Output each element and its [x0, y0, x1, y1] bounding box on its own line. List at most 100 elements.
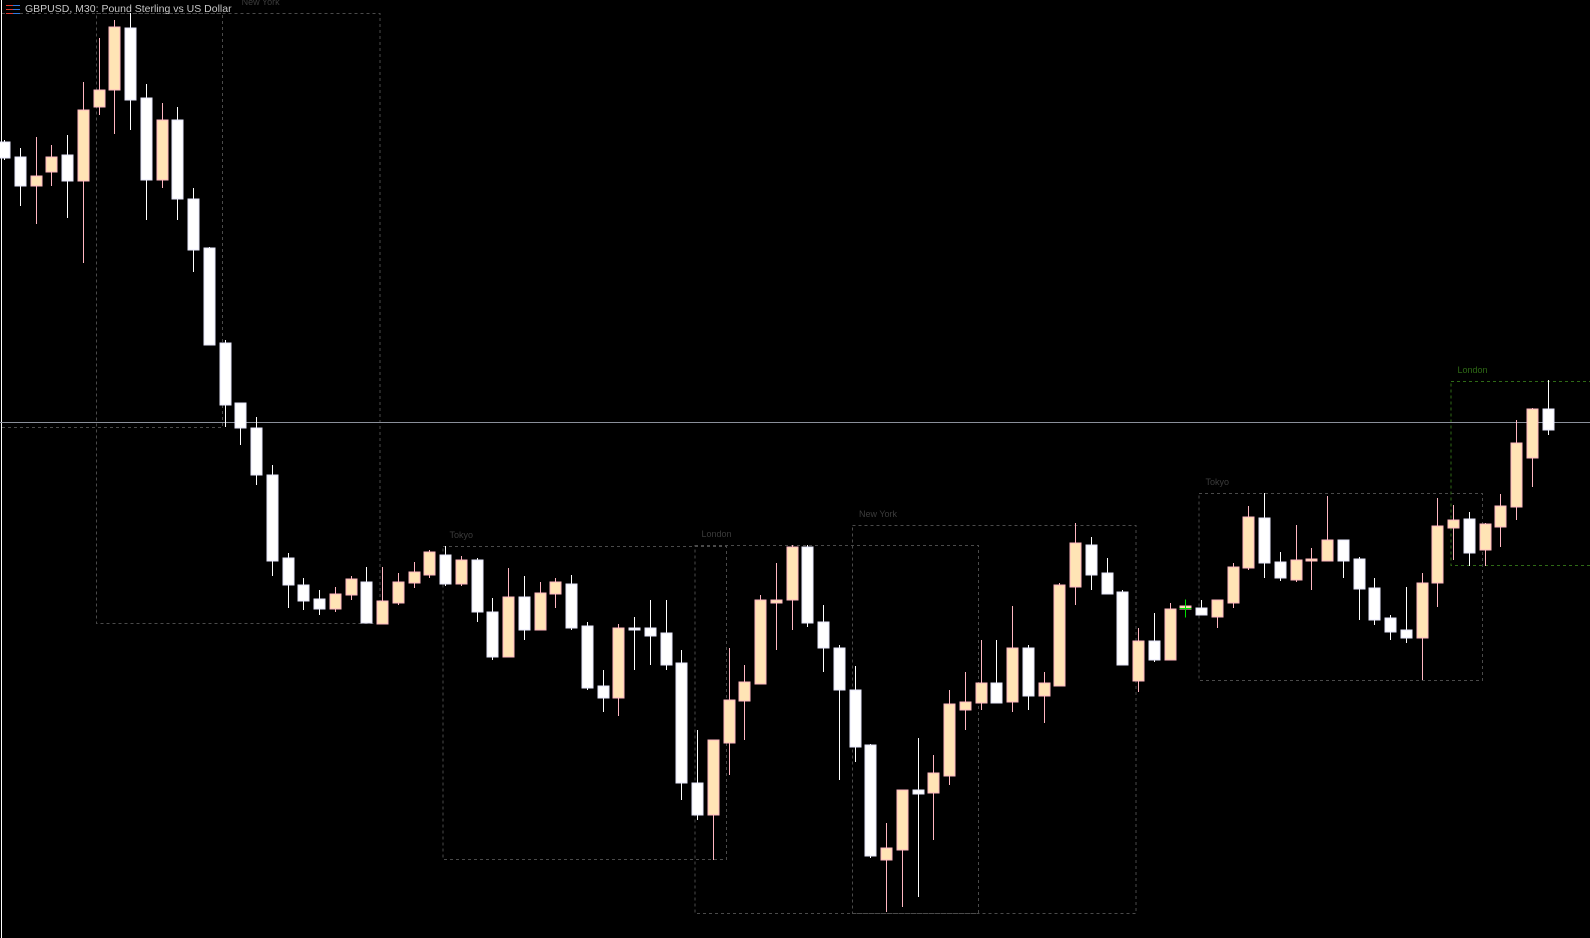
candle-bear-body [360, 581, 373, 624]
candle-bull-body [1227, 566, 1240, 604]
candle-bear-body [124, 27, 137, 101]
candle-bull-body [612, 627, 625, 699]
candle-bear-body [203, 247, 216, 346]
candle-bear-body [486, 611, 499, 658]
candle-bull-body [502, 596, 515, 658]
candle-bull-body [1053, 584, 1066, 687]
candle-bull-body [455, 559, 468, 585]
candle-bear-body [187, 198, 200, 251]
candle-bull-body [707, 739, 720, 816]
symbol-title: GBPUSD, M30: Pound Sterling vs US Dollar [25, 3, 232, 15]
candle-bull-body [77, 109, 90, 182]
candle-bear-body [597, 685, 610, 699]
candle-bull-body [45, 156, 58, 173]
candle-bear-body [1353, 558, 1366, 590]
candle-bull-body [786, 546, 799, 601]
candle-bear-body [675, 662, 688, 784]
candle-bear-body [565, 583, 578, 629]
candle-bear-body [1085, 544, 1098, 576]
candle-bull-body [156, 119, 169, 181]
candle-bull-body [30, 175, 43, 187]
candle-bear-body [1258, 517, 1271, 564]
candle-bear-body [250, 427, 263, 476]
candle-bear-body [518, 596, 531, 631]
candle-bear-body [1542, 408, 1555, 431]
candle-bear-body [1368, 587, 1381, 621]
candle-bear-body [628, 627, 641, 631]
candle-bear-body [801, 546, 814, 624]
candle-bull-body [1242, 516, 1255, 569]
candle-bear-body [1337, 539, 1350, 562]
candle-bull-body [423, 551, 436, 576]
candle-bull-body [1211, 599, 1224, 618]
candle-bull-body [1494, 505, 1507, 528]
candle-bear-body [471, 559, 484, 613]
candle-bear-body [171, 119, 184, 200]
candle-bear-body [990, 682, 1003, 704]
candle-bear-body [266, 474, 279, 562]
candle-bull-body [927, 772, 940, 794]
candle-bear-body [1148, 640, 1161, 661]
candle-bull-body [1321, 539, 1334, 562]
session-box [852, 525, 1137, 914]
candle-bull-body [1132, 640, 1145, 682]
candle-bear-body [219, 342, 232, 406]
session-label: Tokyo [450, 530, 474, 540]
candle-bear-body [912, 789, 925, 795]
candle-bear-body [849, 689, 862, 748]
session-label: London [1458, 365, 1488, 375]
candle-bull-body [376, 600, 389, 625]
candle-bear-body [313, 598, 326, 610]
session-label: Tokyo [1206, 477, 1230, 487]
candle-bull-body [1305, 558, 1318, 562]
candle-bull-body [943, 703, 956, 777]
candle-bull-body [345, 578, 358, 596]
candle-bull-body [1416, 582, 1429, 639]
candle-bear-body [297, 584, 310, 602]
candle-bear-body [282, 557, 295, 586]
session-label: New York [859, 509, 898, 519]
candle-bear-body [1195, 607, 1208, 616]
candle-bull-body [1290, 559, 1303, 581]
chart-window-icon [6, 4, 20, 15]
candle-bear-body [140, 97, 153, 181]
candle-bear-body [644, 627, 657, 637]
candle-bear-body [14, 156, 27, 187]
candle-bull-body [896, 789, 909, 851]
candle-bull-body [738, 681, 751, 702]
candle-bear-body [1116, 591, 1129, 666]
candle-bear-body [0, 141, 11, 159]
candle-bull-body [1006, 647, 1019, 703]
candle-bear-body [1274, 561, 1287, 579]
candle-bear-body [1463, 518, 1476, 554]
candle-bear-body [1101, 572, 1114, 595]
candle-bull-body [408, 571, 421, 584]
candle-bull-body [534, 592, 547, 631]
candle-bull-body [1069, 542, 1082, 588]
candle-bear-body [1022, 647, 1035, 697]
candle-bull-body [108, 26, 121, 91]
candle-bear-body [833, 647, 846, 691]
candle-bull-body [770, 599, 783, 604]
candle-bear-body [817, 621, 830, 649]
candle-bull-body [1164, 608, 1177, 661]
candle-bear-body [439, 554, 452, 585]
session-box [1198, 493, 1483, 681]
candle-bear-body [864, 744, 877, 857]
candle-bear-body [660, 632, 673, 666]
candle-bull-body [93, 89, 106, 108]
session-label: New York [242, 0, 281, 7]
candle-bull-body [975, 682, 988, 704]
candle-bull-body [1038, 682, 1051, 697]
session-label: London [702, 529, 732, 539]
chart-title: GBPUSD, M30: Pound Sterling vs US Dollar [6, 3, 232, 15]
candle-bull-body [959, 701, 972, 711]
candle-bull-body [723, 699, 736, 744]
candle-bull-body [880, 847, 893, 861]
candle-bear-body [1400, 629, 1413, 639]
candle-bull-body [392, 581, 405, 604]
candle-bull-body [1431, 525, 1444, 584]
candle-bull-body [1447, 519, 1460, 529]
candle-bear-body [61, 154, 74, 182]
